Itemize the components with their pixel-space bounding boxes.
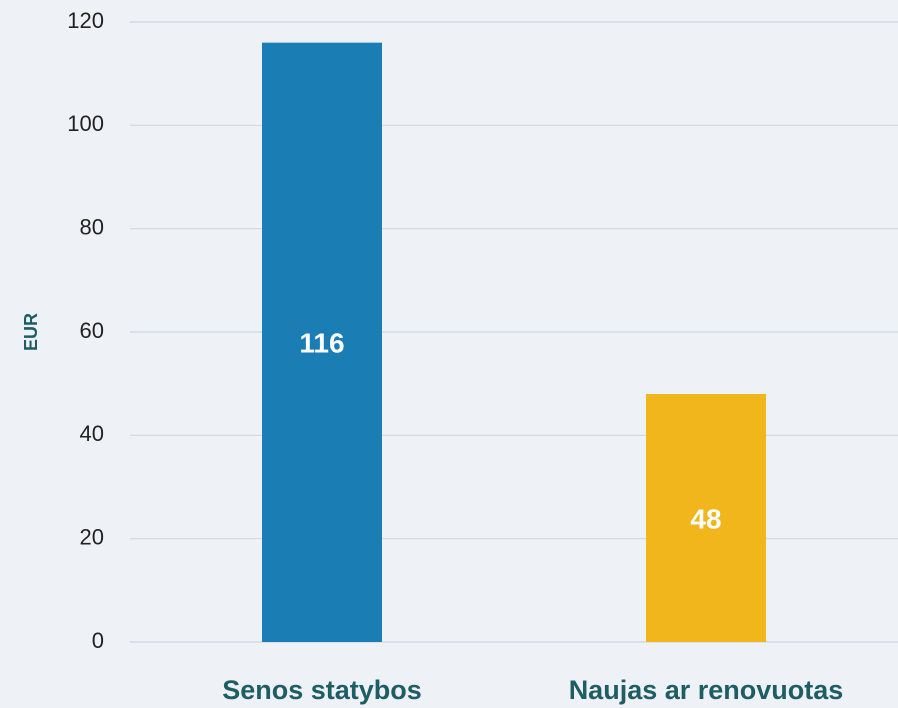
y-tick-label: 0 bbox=[92, 628, 104, 653]
y-tick-label: 120 bbox=[67, 8, 104, 33]
x-tick-label: Senos statybos bbox=[222, 675, 422, 705]
y-tick-label: 60 bbox=[80, 318, 104, 343]
y-tick-label: 40 bbox=[80, 421, 104, 446]
y-tick-label: 100 bbox=[67, 111, 104, 136]
x-tick-label: Naujas ar renovuotas bbox=[569, 675, 844, 705]
y-axis-label: EUR bbox=[21, 313, 41, 351]
y-tick-label: 20 bbox=[80, 524, 104, 549]
data-label: 48 bbox=[690, 503, 721, 534]
y-tick-label: 80 bbox=[80, 214, 104, 239]
data-label: 116 bbox=[299, 328, 344, 359]
bar bbox=[262, 42, 382, 642]
bar bbox=[646, 394, 766, 642]
